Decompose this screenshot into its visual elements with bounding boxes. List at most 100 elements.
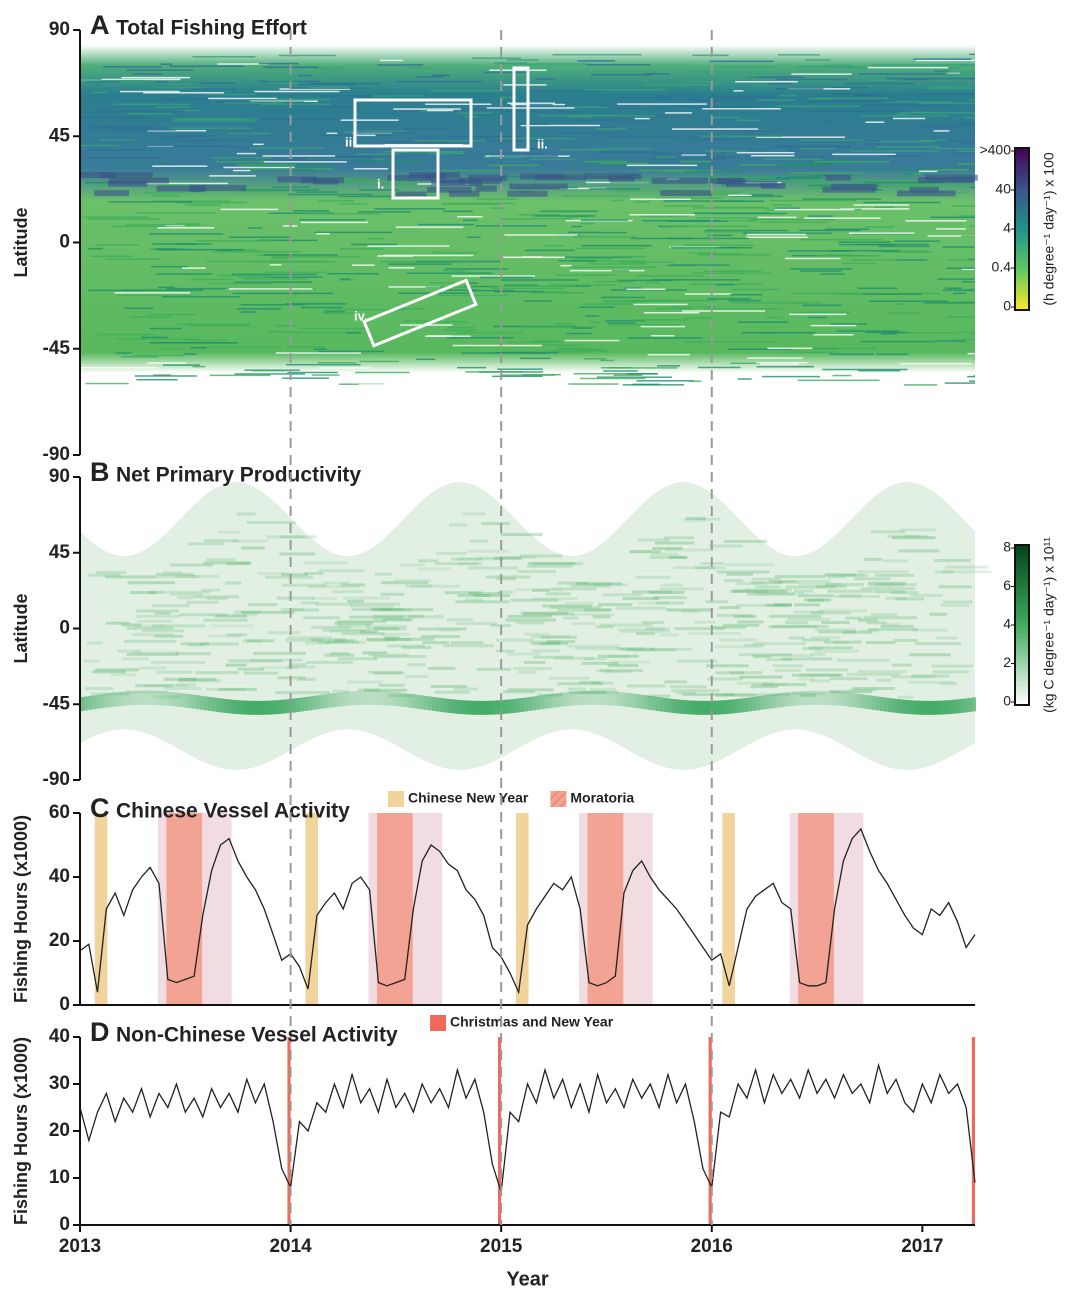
heatmap-texture — [132, 624, 166, 628]
heatmap-texture — [144, 684, 188, 688]
heatmap-texture — [680, 76, 757, 78]
heatmap-texture — [796, 66, 860, 68]
heatmap-texture — [269, 264, 282, 266]
heatmap-texture — [833, 641, 849, 645]
heatmap-texture — [664, 698, 668, 713]
heatmap-texture — [457, 215, 483, 218]
heatmap-texture — [347, 680, 383, 684]
heatmap-texture — [176, 323, 251, 325]
heatmap-texture — [551, 587, 597, 591]
heatmap-texture — [369, 608, 413, 612]
heatmap-texture — [728, 194, 752, 197]
heatmap-texture — [886, 534, 929, 538]
heatmap-texture — [446, 336, 515, 339]
heatmap-texture — [172, 692, 176, 707]
heatmap-texture — [425, 173, 446, 180]
heatmap-texture — [434, 562, 483, 566]
heatmap-texture — [829, 353, 874, 355]
heatmap-texture — [376, 690, 380, 705]
heatmap-texture — [821, 621, 850, 625]
heatmap-texture — [705, 229, 789, 232]
heatmap-texture — [563, 616, 579, 620]
heatmap-texture — [750, 154, 795, 157]
heatmap-texture — [220, 698, 224, 713]
heatmap-texture — [189, 184, 247, 191]
heatmap-texture — [443, 210, 473, 213]
heatmap-texture — [801, 156, 827, 158]
heatmap-texture — [163, 571, 183, 575]
heatmap-texture — [842, 630, 872, 634]
y-tick-label: 45 — [49, 125, 71, 146]
heatmap-texture — [743, 232, 832, 234]
heatmap-texture — [154, 86, 205, 89]
heatmap-texture — [163, 686, 202, 690]
heatmap-texture — [927, 235, 975, 237]
heatmap-texture — [184, 693, 188, 708]
heatmap-texture — [669, 264, 730, 266]
heatmap-texture — [236, 512, 256, 516]
heatmap-texture — [569, 691, 607, 695]
heatmap-texture — [832, 374, 852, 377]
heatmap-texture — [747, 134, 770, 136]
heatmap-texture — [556, 693, 560, 708]
heatmap-texture — [156, 273, 212, 275]
x-tick-label: 2017 — [901, 1236, 943, 1257]
heatmap-texture — [493, 62, 527, 64]
heatmap-texture — [549, 676, 590, 680]
heatmap-texture — [506, 59, 539, 61]
heatmap-texture — [810, 324, 857, 327]
heatmap-texture — [180, 642, 209, 646]
heatmap-texture — [141, 336, 168, 339]
heatmap-texture — [364, 73, 417, 75]
heatmap-texture — [688, 252, 717, 254]
heatmap-texture — [766, 658, 793, 662]
heatmap-texture — [218, 530, 241, 534]
heatmap-texture — [671, 689, 720, 693]
heatmap-texture — [331, 590, 364, 594]
heatmap-texture — [900, 699, 904, 714]
heatmap-texture — [81, 127, 170, 129]
heatmap-texture — [696, 700, 700, 715]
heatmap-texture — [802, 638, 831, 642]
heatmap-texture — [184, 339, 228, 341]
heatmap-texture — [242, 639, 262, 643]
heatmap-texture — [531, 649, 561, 653]
heatmap-texture — [799, 673, 840, 677]
heatmap-texture — [787, 150, 799, 152]
heatmap-texture — [340, 119, 399, 121]
heatmap-texture — [420, 695, 424, 710]
heatmap-texture — [303, 561, 348, 565]
heatmap-texture — [892, 117, 926, 120]
heatmap-texture — [962, 268, 975, 270]
heatmap-texture — [339, 279, 356, 281]
heatmap-texture — [848, 692, 852, 707]
colorbar-tick-label: 6 — [1003, 577, 1011, 593]
heatmap-texture — [408, 693, 412, 708]
heatmap-texture — [203, 618, 248, 622]
heatmap-texture — [243, 99, 308, 101]
heatmap-texture — [933, 130, 950, 132]
heatmap-texture — [891, 591, 919, 595]
heatmap-texture — [575, 247, 646, 250]
heatmap-texture — [809, 679, 831, 683]
heatmap-texture — [463, 285, 498, 288]
heatmap-texture — [132, 633, 174, 637]
heatmap-texture — [668, 299, 718, 302]
heatmap-texture — [381, 581, 429, 585]
heatmap-texture — [703, 231, 757, 233]
heatmap-texture — [685, 517, 706, 521]
heatmap-texture — [451, 275, 536, 277]
heatmap-texture — [360, 630, 379, 634]
heatmap-texture — [777, 54, 820, 56]
heatmap-texture — [425, 103, 492, 105]
y-tick-label: 30 — [49, 1073, 70, 1094]
heatmap-texture — [408, 615, 444, 619]
heatmap-texture — [529, 158, 577, 161]
heatmap-texture — [734, 615, 757, 619]
heatmap-texture — [584, 690, 588, 705]
colorbar-tick-label: 8 — [1003, 539, 1011, 555]
heatmap-texture — [362, 181, 428, 184]
heatmap-texture — [904, 384, 938, 386]
heatmap-texture — [115, 338, 198, 340]
annotation-label: iii. — [345, 134, 359, 149]
